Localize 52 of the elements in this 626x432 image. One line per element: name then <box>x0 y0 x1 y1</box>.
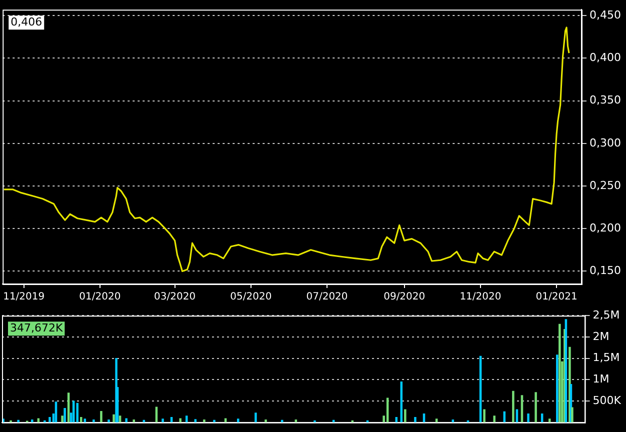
y-tick-label: 1,5M <box>592 351 620 364</box>
y-tick-label: 500K <box>592 394 622 407</box>
bar <box>80 416 82 422</box>
x-tick-label: 11/2019 <box>3 292 45 303</box>
bar <box>414 416 416 422</box>
y-tick-label: 2M <box>592 330 610 343</box>
x-tick-label: 05/2020 <box>230 292 272 303</box>
bar <box>76 402 78 422</box>
annotation: 347,672K <box>10 321 64 334</box>
y-tick-label: 0,150 <box>590 264 622 278</box>
bar <box>527 414 530 422</box>
bar <box>203 420 206 422</box>
bar <box>108 420 110 422</box>
x-tick-label: 01/2020 <box>79 292 121 303</box>
bar <box>493 416 496 422</box>
bar <box>125 418 128 422</box>
y-tick-label: 0,400 <box>590 51 622 64</box>
bar <box>264 420 267 422</box>
bar <box>179 418 182 422</box>
bar <box>556 354 558 422</box>
y-tick-label: 0,250 <box>590 178 622 192</box>
bar <box>100 410 102 422</box>
bar <box>17 420 20 422</box>
bar <box>254 412 257 422</box>
bar <box>534 392 537 422</box>
bar <box>92 420 95 422</box>
x-tick-label: 11/2020 <box>460 292 502 303</box>
bar <box>512 390 514 422</box>
bar <box>186 416 188 422</box>
y-tick-label: 1M <box>592 372 610 386</box>
y-tick-label: 0,350 <box>590 94 622 107</box>
bar <box>61 416 64 422</box>
bar <box>558 324 561 422</box>
annotation: 0,406 <box>10 15 42 28</box>
y-tick-label: 2,5M <box>592 308 620 322</box>
bar <box>237 418 240 422</box>
bar <box>64 408 66 422</box>
x-tick-label: 01/2021 <box>536 292 578 303</box>
bar <box>548 418 551 422</box>
bar <box>162 418 164 422</box>
x-tick-label: 07/2020 <box>306 292 348 303</box>
bar <box>112 414 115 422</box>
y-tick-label: 0,200 <box>590 221 622 234</box>
y-tick-label: 0,450 <box>590 8 622 22</box>
bar <box>31 420 34 422</box>
x-tick-label: 09/2020 <box>384 292 426 303</box>
bar <box>404 409 406 422</box>
bar <box>213 420 216 422</box>
bar <box>48 416 51 422</box>
x-tick-label: 03/2020 <box>154 292 196 303</box>
bar <box>483 409 486 422</box>
y-tick-label: 0,300 <box>590 136 622 150</box>
